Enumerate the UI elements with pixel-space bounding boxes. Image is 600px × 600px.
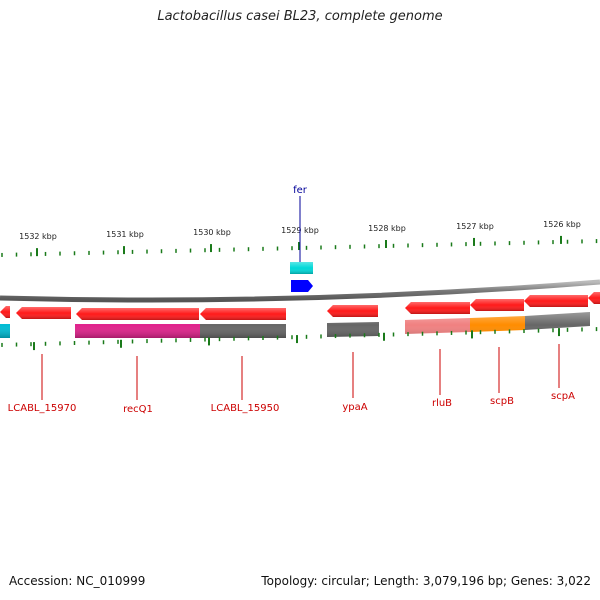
scale-label: 1530 kbp <box>193 228 231 237</box>
cds-track <box>0 312 590 338</box>
page-title: Lactobacillus casei BL23, complete genom… <box>157 9 443 24</box>
fer-label: fer <box>293 185 308 196</box>
gene-label-lcabl15950: LCABL_15950 <box>211 403 280 414</box>
gene-arrows <box>0 292 600 320</box>
fer-blue-arrow <box>291 280 313 292</box>
accession-text: Accession: NC_010999 <box>9 574 146 588</box>
gene-labels: LCABL_15970 recQ1 LCABL_15950 ypaA rluB … <box>8 391 575 415</box>
genome-backbone <box>0 279 600 303</box>
scale-label: 1526 kbp <box>543 220 581 229</box>
gene-label-scpb: scpB <box>490 396 514 407</box>
gene-label-lcabl15970: LCABL_15970 <box>8 403 77 414</box>
gene-label-ypaa: ypaA <box>342 402 367 413</box>
gene-leader-lines <box>41 344 560 400</box>
scale-label: 1528 kbp <box>368 224 406 233</box>
upper-tick-ring <box>1 235 598 257</box>
gene-label-rlub: rluB <box>432 398 452 409</box>
gene-label-recq1: recQ1 <box>123 404 153 415</box>
gene-label-scpa: scpA <box>551 391 575 402</box>
genome-summary-text: Topology: circular; Length: 3,079,196 bp… <box>261 574 591 588</box>
scale-label: 1532 kbp <box>19 232 57 241</box>
scale-label: 1527 kbp <box>456 222 494 231</box>
scale-label: 1531 kbp <box>106 230 144 239</box>
lower-tick-ring <box>1 327 598 351</box>
